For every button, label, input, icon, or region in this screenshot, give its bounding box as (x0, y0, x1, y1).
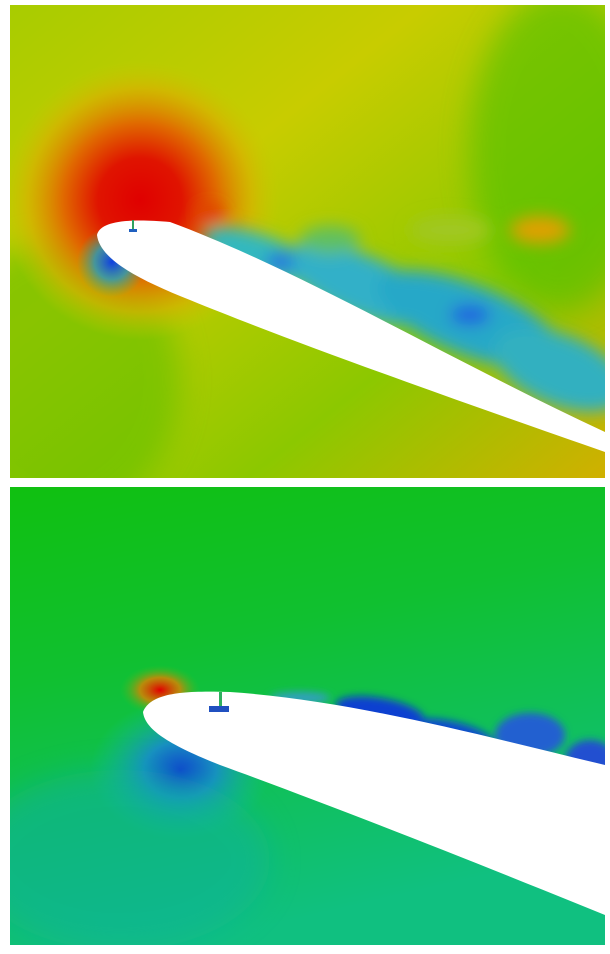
probe-base (129, 229, 137, 232)
field-region (470, 5, 605, 310)
field-region (10, 770, 270, 945)
probe (219, 692, 222, 706)
top-panel (10, 5, 605, 478)
probe (132, 220, 134, 230)
probe-base (209, 706, 229, 712)
airfoil (97, 220, 605, 452)
wake (195, 204, 605, 412)
bottom-panel (10, 487, 605, 945)
airfoil (143, 691, 605, 915)
